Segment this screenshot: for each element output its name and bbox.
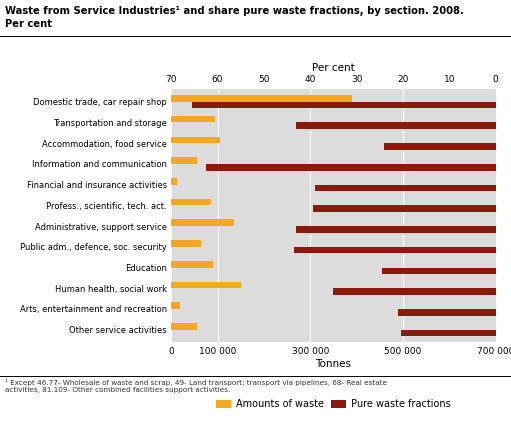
Bar [192,102,496,108]
Legend: Amounts of waste, Pure waste fractions: Amounts of waste, Pure waste fractions [213,395,454,413]
Bar [171,282,241,288]
Bar [171,95,352,102]
Bar [171,136,220,143]
X-axis label: Tonnes: Tonnes [315,359,352,369]
Bar [206,164,496,170]
Text: Waste from Service Industries¹ and share pure waste fractions, by section. 2008.: Waste from Service Industries¹ and share… [5,6,464,17]
Bar [384,143,496,150]
Bar [399,309,496,316]
Bar [171,323,197,330]
Bar [171,199,211,205]
Bar [171,240,201,247]
Bar [171,116,215,122]
Bar [296,226,496,232]
Bar [382,267,496,274]
Bar [171,302,179,309]
Bar [171,157,197,164]
Bar [171,261,213,267]
Bar [401,330,496,336]
Text: Per cent: Per cent [5,19,52,29]
Bar [171,178,177,184]
Bar [333,288,496,295]
Bar [171,219,234,226]
Bar [296,122,496,129]
Text: ¹ Except 46.77- Wholesale of waste and scrap, 49- Land transport; transport via : ¹ Except 46.77- Wholesale of waste and s… [5,379,387,393]
Bar [313,205,496,212]
X-axis label: Per cent: Per cent [312,63,355,73]
Bar [315,184,496,191]
Bar [294,247,496,253]
